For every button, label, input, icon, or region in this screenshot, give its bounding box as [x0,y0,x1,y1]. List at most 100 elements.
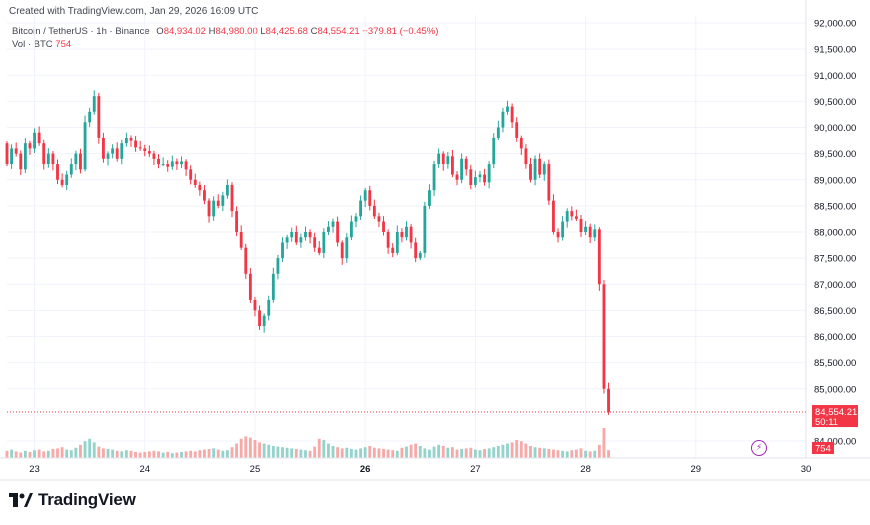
candle-body [372,205,376,217]
volume-bar [418,446,422,458]
volume-bar [409,444,413,458]
candle-body [391,247,395,253]
candle-body [115,148,119,159]
candle-body [37,132,41,144]
volume-value: 754 [55,39,72,50]
volume-bar [354,449,358,458]
candle-body [184,161,188,170]
volume-bar [120,451,124,458]
candle-body [565,211,569,222]
candle-body [308,232,312,238]
volume-bar [19,452,23,458]
candle-body [515,122,519,138]
candle-body [570,211,574,217]
volume-bar [276,446,280,458]
x-tick-label: 26 [360,464,371,475]
candle-body [262,315,266,327]
candle-body [193,179,197,185]
y-tick-label: 89,500.00 [814,149,856,160]
volume-bar [189,450,193,458]
volume-bar [5,450,9,458]
price-axis[interactable]: 84,000.0084,500.0085,000.0085,500.0086,0… [805,0,856,458]
volume-bar [556,450,560,458]
candle-body [327,226,330,232]
candle-body [14,148,18,154]
volume-label[interactable]: Vol · BTC [12,39,53,50]
symbol-title[interactable]: Bitcoin / TetherUS · 1h · Binance [12,26,150,37]
candle-body [340,242,344,259]
volume-bar [515,440,519,458]
candle-body [519,137,523,149]
volume-bar [294,449,298,458]
candle-body [42,143,46,165]
volume-bar [235,443,239,458]
volume-bar [501,444,505,458]
volume-bar [473,449,477,458]
volume-bar [336,447,340,458]
y-tick-label: 91,000.00 [814,71,856,82]
candle-body [483,174,486,183]
candle-body [207,200,211,217]
volume-bar [483,449,486,458]
candle-body [496,127,500,138]
volume-bar [492,447,496,458]
volume-bar [203,449,206,458]
volume-bar [487,448,491,458]
volume-bar [400,447,404,458]
candle-body [574,216,578,219]
candle-body [588,226,592,238]
volume-bar [597,444,601,458]
volume-bar [308,450,312,458]
volume-bar [377,448,381,458]
candle-body [607,388,610,413]
candle-body [593,229,597,238]
candle-body [317,247,321,253]
time-axis[interactable]: 23 24 25 26 27 28 29 30 [0,457,870,481]
candle-body [170,161,174,167]
volume-bar [37,449,41,458]
volume-bar [552,449,555,458]
volume-bar [221,450,225,458]
candle-body [336,221,340,243]
volume-bar [14,451,18,458]
candle-body [23,143,27,170]
volume-bar [533,447,537,458]
lightning-icon[interactable]: ⚡ [751,440,767,456]
volume-bar [253,440,257,458]
candle-body [285,237,289,243]
volume-bar [51,449,55,458]
candle-body [258,310,261,327]
candle-body [51,153,55,165]
candle-body [382,221,385,232]
candle-body [230,184,234,212]
volume-bar [97,446,101,458]
high-value: 84,980.00 [215,26,258,37]
volume-bar [446,447,450,458]
candle-body [368,190,372,206]
volume-bar [423,448,427,458]
candle-body [547,164,551,201]
candle-body [180,161,183,165]
volume-bar [180,452,183,458]
volume-bar [524,443,528,458]
volume-bar [570,450,574,458]
open-label: O [156,26,164,37]
candle-body [529,164,532,180]
candle-body [432,164,436,191]
candle-body [97,96,101,138]
candle-body [313,237,317,248]
last-price-tag[interactable] [812,405,858,428]
candle-body [579,218,583,232]
volume-bar [115,450,119,458]
volume-bar [33,450,36,458]
open-value: 84,934.02 [163,26,206,37]
countdown-label: 50:11 [815,417,838,428]
volume-bar [469,447,473,458]
volume-bar [542,448,546,458]
y-tick-label: 87,000.00 [814,280,856,291]
candle-body [602,284,606,389]
x-tick-label: 28 [580,464,591,475]
created-timestamp: Created with TradingView.com, Jan 29, 20… [9,6,259,17]
candle-body [469,169,473,185]
